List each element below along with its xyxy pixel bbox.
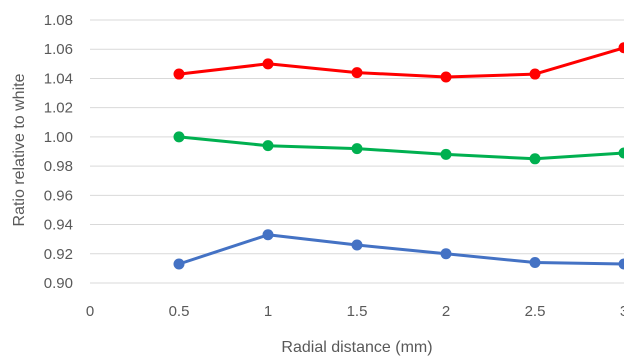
series-3 — [173, 229, 624, 270]
data-point — [529, 68, 541, 80]
x-tick-label: 3 — [620, 303, 624, 320]
x-axis-label: Radial distance (mm) — [281, 339, 432, 356]
y-tick-label: 1.06 — [44, 41, 73, 58]
y-tick-label: 1.08 — [44, 12, 73, 29]
x-axis-ticks: 0 0.5 1 1.5 2 2.5 3 — [86, 303, 624, 320]
data-point — [351, 67, 363, 79]
y-tick-label: 1.00 — [44, 129, 73, 146]
data-point — [173, 68, 185, 80]
series-line — [178, 46, 624, 79]
y-tick-label: 0.92 — [44, 246, 73, 263]
series-1 — [173, 42, 624, 83]
data-point — [351, 239, 363, 251]
x-tick-label: 2.5 — [525, 303, 546, 320]
y-tick-label: 1.04 — [44, 70, 73, 87]
data-point — [440, 71, 452, 83]
x-tick-label: 0.5 — [169, 303, 190, 320]
y-tick-label: 1.02 — [44, 100, 73, 117]
y-tick-label: 0.94 — [44, 217, 73, 234]
data-point — [262, 58, 274, 70]
y-axis-ticks: 0.90 0.92 0.94 0.96 0.98 1.00 1.02 1.04 1.06 1.08 — [44, 12, 73, 292]
data-point — [440, 248, 452, 260]
data-point — [262, 229, 274, 241]
data-point — [529, 257, 541, 269]
series-line — [178, 233, 624, 266]
data-point — [440, 148, 452, 160]
y-tick-label: 0.98 — [44, 158, 73, 175]
x-tick-label: 1.5 — [347, 303, 368, 320]
data-point — [173, 258, 185, 270]
series-line — [178, 135, 624, 161]
x-tick-label: 1 — [264, 303, 272, 320]
y-tick-label: 0.90 — [44, 275, 73, 292]
y-tick-label: 0.96 — [44, 187, 73, 204]
data-point — [618, 258, 624, 270]
data-point — [618, 42, 624, 54]
y-axis-label: Ratio relative to white — [11, 73, 28, 226]
data-point — [351, 143, 363, 155]
series-2 — [173, 131, 624, 165]
data-point — [262, 140, 274, 152]
data-point — [173, 131, 185, 143]
data-point — [618, 147, 624, 159]
data-point — [529, 153, 541, 165]
x-tick-label: 2 — [442, 303, 450, 320]
series-group — [173, 42, 624, 270]
x-tick-label: 0 — [86, 303, 94, 320]
